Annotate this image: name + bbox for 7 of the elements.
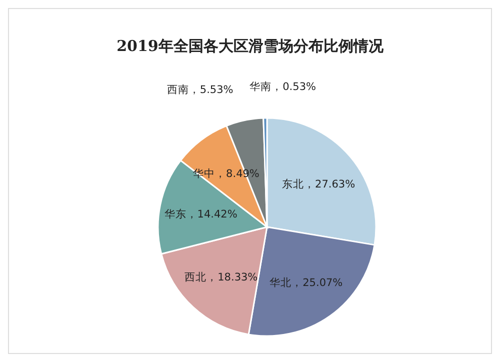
slice-label: 华东，14.42% [164,207,238,220]
slice-label: 东北，27.63% [282,177,356,190]
slice-label: 华南，0.53% [250,80,316,94]
slice-label: 西南，5.53% [166,82,234,96]
chart-title: 2019年全国各大区滑雪场分布比例情况 [116,37,384,56]
slice-label: 华北，25.07% [270,276,343,290]
slice-label: 西北，18.33% [184,270,258,284]
